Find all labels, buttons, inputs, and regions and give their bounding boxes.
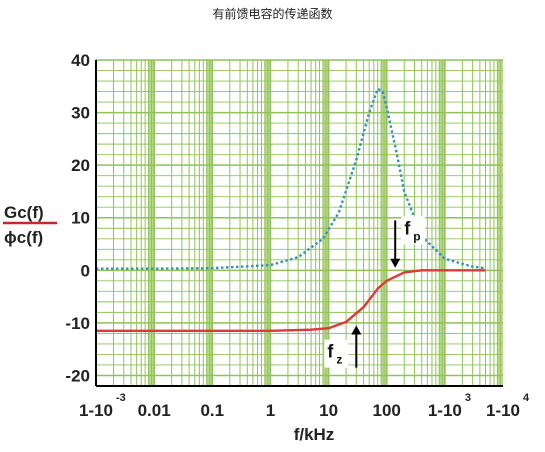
annotation-label-fz: f <box>327 342 334 362</box>
y-tick-label: 20 <box>71 156 90 175</box>
annotation-arrowhead-fz <box>351 325 362 335</box>
y-label-bottom: ϕc(f) <box>4 228 43 247</box>
series-line-2 <box>96 269 486 332</box>
x-tick-label: 0.01 <box>138 401 171 420</box>
annotation-box-fz <box>324 339 349 368</box>
annotation-label-fp: f <box>404 218 411 238</box>
x-tick-label: 100 <box>373 401 401 420</box>
axes <box>95 60 503 387</box>
x-tick-exponent: 4 <box>523 392 530 404</box>
y-tick-label: -10 <box>65 314 90 333</box>
y-tick-label: 40 <box>71 51 90 70</box>
y-label-top: Gc(f) <box>4 203 44 222</box>
annotation-arrowhead-fp <box>390 258 401 268</box>
series-group <box>96 87 486 332</box>
y-tick-label: -20 <box>65 366 90 385</box>
annotation-sub-fp: p <box>413 229 420 243</box>
x-tick-label: 0.1 <box>200 401 224 420</box>
x-tick-exponent: -3 <box>116 392 126 404</box>
annotations: f pf z <box>324 216 426 368</box>
y-tick-label: 30 <box>71 104 90 123</box>
y-tick-label: 0 <box>81 261 90 280</box>
chart-title: 有前馈电容的传递函数 <box>212 7 333 21</box>
x-axis-label: f/kHz <box>294 425 335 444</box>
series-line-1 <box>96 87 486 270</box>
x-tick-label: 1-10 <box>79 401 113 420</box>
y-tick-label: 10 <box>71 209 90 228</box>
grid <box>95 59 503 386</box>
x-tick-label: 1 <box>266 401 275 420</box>
y-axis-label: Gc(f) ϕc(f) <box>3 203 57 247</box>
x-tick-label: 10 <box>319 401 338 420</box>
annotation-box-fp <box>401 216 426 245</box>
annotation-sub-fz: z <box>336 353 342 367</box>
x-tick-label: 1-10 <box>428 401 462 420</box>
x-tick-exponent: 3 <box>465 392 471 404</box>
x-tick-label: 1-10 <box>486 401 520 420</box>
